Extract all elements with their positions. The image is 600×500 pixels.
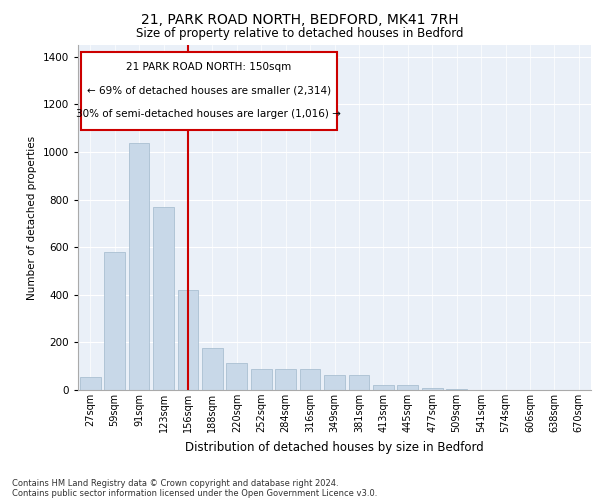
Y-axis label: Number of detached properties: Number of detached properties	[27, 136, 37, 300]
Text: 21, PARK ROAD NORTH, BEDFORD, MK41 7RH: 21, PARK ROAD NORTH, BEDFORD, MK41 7RH	[141, 12, 459, 26]
Bar	[178, 290, 199, 390]
Bar	[324, 374, 345, 390]
Bar	[128, 142, 149, 390]
Text: 30% of semi-detached houses are larger (1,016) →: 30% of semi-detached houses are larger (…	[76, 110, 341, 120]
Bar	[349, 374, 370, 390]
Bar	[251, 368, 272, 390]
Bar	[446, 389, 467, 390]
Bar	[226, 362, 247, 390]
Text: ← 69% of detached houses are smaller (2,314): ← 69% of detached houses are smaller (2,…	[87, 86, 331, 96]
Text: Size of property relative to detached houses in Bedford: Size of property relative to detached ho…	[136, 28, 464, 40]
Text: 21 PARK ROAD NORTH: 150sqm: 21 PARK ROAD NORTH: 150sqm	[126, 62, 292, 72]
Bar	[80, 377, 101, 390]
Bar	[299, 368, 320, 390]
FancyBboxPatch shape	[80, 52, 337, 130]
Bar	[373, 385, 394, 390]
Bar	[422, 388, 443, 390]
Bar	[202, 348, 223, 390]
Text: Contains HM Land Registry data © Crown copyright and database right 2024.: Contains HM Land Registry data © Crown c…	[12, 478, 338, 488]
Bar	[275, 368, 296, 390]
Bar	[104, 252, 125, 390]
Bar	[153, 207, 174, 390]
X-axis label: Distribution of detached houses by size in Bedford: Distribution of detached houses by size …	[185, 440, 484, 454]
Bar	[397, 385, 418, 390]
Text: Contains public sector information licensed under the Open Government Licence v3: Contains public sector information licen…	[12, 488, 377, 498]
